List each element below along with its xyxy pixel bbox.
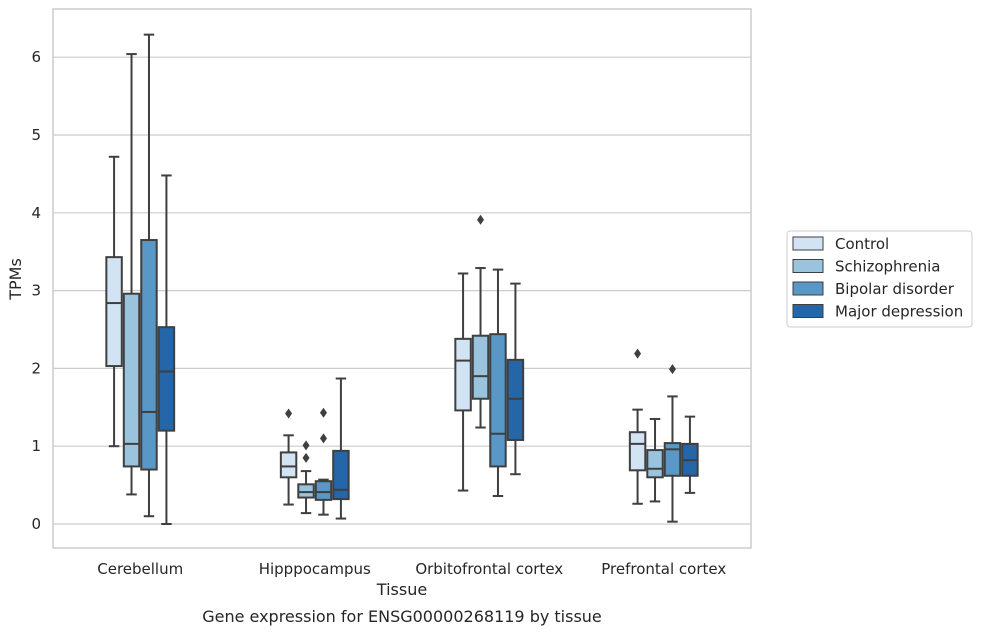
box-bipolar-disorder: [140, 33, 158, 518]
x-tick-label: Cerebellum: [97, 560, 183, 578]
box-major-depression: [157, 174, 176, 525]
y-tick-label: 4: [31, 204, 41, 222]
box-bipolar-disorder: [489, 268, 507, 497]
box-major-depression: [332, 377, 350, 520]
legend-label: Bipolar disorder: [835, 280, 955, 298]
box-iqr: [628, 431, 647, 472]
x-tick-label: Prefrontal cortex: [601, 560, 726, 578]
box-iqr: [122, 292, 141, 468]
y-tick-labels: 0 1 2 3 4 5 6: [31, 48, 41, 533]
y-tick-label: 3: [31, 282, 41, 300]
legend-items: Control Schizophrenia Bipolar disorder Majo…: [792, 235, 963, 321]
box-control: [105, 155, 123, 448]
box-iqr: [663, 442, 682, 477]
x-tick-labels: Cerebellum Hipppocampus Orbitofrontal cort…: [97, 560, 726, 578]
y-tick-label: 2: [31, 359, 41, 377]
legend-label: Schizophrenia: [835, 258, 940, 276]
box-series: [105, 33, 699, 525]
outlier-point: [668, 364, 676, 375]
box-schizophrenia: [646, 417, 664, 503]
legend-swatch: [792, 304, 824, 318]
legend-swatch: [792, 236, 824, 251]
box-iqr: [157, 326, 176, 432]
outlier-point: [285, 408, 293, 419]
box-iqr: [279, 451, 298, 479]
x-tick-label: Orbitofrontal cortex: [415, 560, 563, 578]
y-tick-label: 1: [31, 437, 41, 455]
box-schizophrenia: [122, 53, 141, 496]
box-control: [279, 408, 298, 506]
y-tick-label: 0: [31, 515, 41, 533]
y-tick-label: 5: [31, 126, 41, 144]
outlier-point: [477, 214, 485, 225]
y-tick-label: 6: [31, 48, 41, 66]
box-schizophrenia: [297, 440, 315, 515]
legend-frame: [786, 230, 973, 328]
box-iqr: [506, 358, 525, 441]
legend-label: Major depression: [835, 303, 963, 321]
box-bipolar-disorder: [314, 407, 333, 516]
legend-swatch: [792, 281, 824, 296]
outlier-point: [302, 452, 310, 463]
box-iqr: [140, 239, 158, 471]
box-control: [628, 348, 647, 505]
x-axis-label: Tissue: [376, 580, 427, 599]
outlier-point: [319, 407, 327, 418]
legend-swatch: [792, 259, 824, 273]
box-iqr: [471, 334, 490, 400]
chart-caption: Gene expression for ENSG00000268119 by t…: [202, 607, 602, 626]
box-iqr: [105, 256, 123, 368]
box-iqr: [454, 337, 472, 412]
plot-frame: [52, 8, 752, 549]
box-iqr: [646, 449, 664, 479]
outlier-point: [319, 433, 327, 444]
box-major-depression: [681, 415, 699, 494]
legend: Control Schizophrenia Bipolar disorder Majo…: [786, 230, 973, 328]
box-iqr: [489, 333, 507, 468]
box-iqr: [297, 483, 315, 499]
box-major-depression: [506, 282, 525, 476]
outlier-point: [302, 440, 310, 451]
box-iqr: [332, 449, 350, 501]
box-bipolar-disorder: [663, 364, 682, 523]
x-tick-label: Hipppocampus: [259, 560, 371, 578]
box-control: [454, 272, 472, 492]
y-axis-label: TPMs: [6, 258, 25, 301]
outlier-point: [634, 348, 642, 359]
box-schizophrenia: [471, 214, 490, 429]
box-iqr: [314, 480, 333, 501]
legend-label: Control: [835, 235, 889, 253]
